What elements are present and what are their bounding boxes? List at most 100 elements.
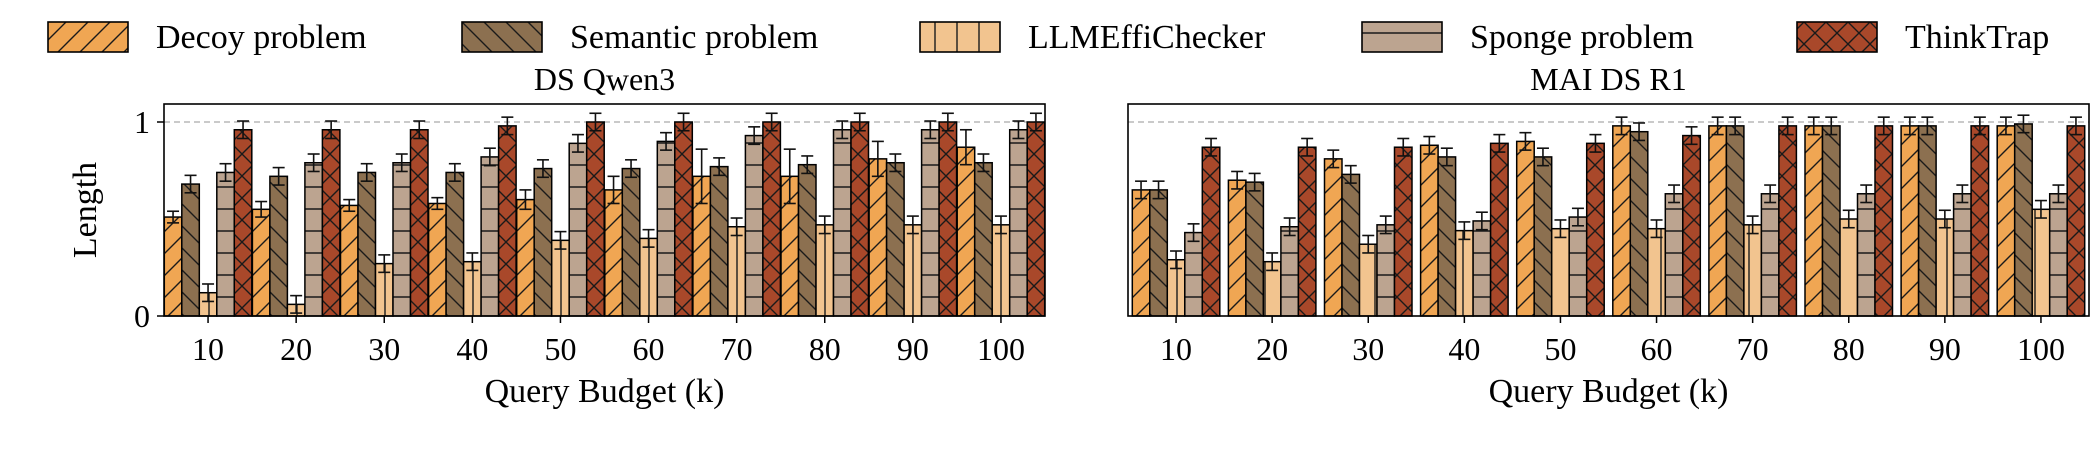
error-bar <box>431 196 444 211</box>
error-bar <box>801 155 814 175</box>
error-bar <box>2017 114 2030 134</box>
legend: Decoy problem Semantic problem LLMEffiChec… <box>47 19 2049 56</box>
bar-semantic-problem-80 <box>797 163 817 317</box>
error-bar <box>1205 137 1218 157</box>
legend-label: LLMEffiChecker <box>1028 19 1266 56</box>
error-bar <box>660 131 673 151</box>
bar-llmeffichecker-30 <box>1358 243 1378 317</box>
error-bar <box>1781 116 1794 136</box>
bar-decoy-problem-90 <box>1900 125 1920 317</box>
bar-semantic-problem-90 <box>885 161 905 317</box>
x-tick-label: 30 <box>1352 331 1384 367</box>
bar-thinktrap-80 <box>850 121 870 317</box>
bar-thinktrap-20 <box>321 129 341 317</box>
error-bar <box>1231 170 1244 190</box>
bar-decoy-problem-20 <box>1227 179 1247 317</box>
error-bar <box>1458 221 1471 241</box>
bar-semantic-problem-20 <box>269 175 289 317</box>
x-tick-label: 70 <box>721 331 753 367</box>
bar-semantic-problem-30 <box>1341 173 1361 317</box>
bar-sponge-problem-70 <box>1760 193 1780 317</box>
bar-semantic-problem-20 <box>1245 181 1265 317</box>
bar-thinktrap-70 <box>1778 125 1798 317</box>
legend-label: ThinkTrap <box>1905 19 2049 56</box>
bar-semantic-problem-100 <box>973 161 993 317</box>
plot-frame <box>163 103 1046 317</box>
error-bar <box>1589 133 1602 153</box>
error-bar <box>1633 122 1646 142</box>
legend-item-llmeffichecker: LLMEffiChecker <box>919 19 1266 56</box>
error-bar <box>1327 149 1340 169</box>
error-bar <box>836 120 849 140</box>
panel-title: MAI DS R1 <box>1530 61 1686 97</box>
error-bar <box>554 230 567 250</box>
plot-frame <box>1127 103 2090 317</box>
bar-sponge-problem-10 <box>1184 231 1204 317</box>
bar-sponge-problem-20 <box>304 161 324 317</box>
error-bar <box>290 294 303 314</box>
error-bar <box>1283 217 1296 237</box>
error-bar <box>501 116 514 136</box>
bar-semantic-problem-50 <box>1533 156 1553 317</box>
legend-label: Sponge problem <box>1470 19 1694 56</box>
legend-swatch <box>1796 21 1878 53</box>
bar-thinktrap-90 <box>1970 125 1990 317</box>
error-bar <box>307 153 320 173</box>
error-bar <box>1423 135 1436 155</box>
error-bar <box>818 215 831 235</box>
bar-decoy-problem-40 <box>427 202 447 317</box>
bar-thinktrap-80 <box>1874 125 1894 317</box>
bar-llmeffichecker-50 <box>550 239 570 317</box>
error-bar <box>1877 116 1890 136</box>
error-bar <box>1860 184 1873 204</box>
bar-sponge-problem-100 <box>2048 193 2068 317</box>
x-axis-label: Query Budget (k) <box>485 373 725 410</box>
x-tick-label: 80 <box>809 331 841 367</box>
error-bar <box>184 174 197 194</box>
bar-sponge-problem-80 <box>1856 193 1876 317</box>
bar-sponge-problem-30 <box>392 161 412 317</box>
error-bar <box>1012 120 1025 140</box>
error-bar <box>202 283 215 303</box>
bar-sponge-problem-90 <box>920 129 940 317</box>
error-bar <box>1711 116 1724 136</box>
error-bar <box>1029 112 1042 132</box>
error-bar <box>783 148 796 205</box>
error-bar <box>871 140 884 178</box>
bar-llmeffichecker-90 <box>903 224 923 317</box>
error-bar <box>1362 234 1375 254</box>
bar-thinktrap-50 <box>1585 142 1605 317</box>
bar-decoy-problem-10 <box>163 216 183 317</box>
bar-semantic-problem-60 <box>1629 130 1649 317</box>
error-bar <box>1764 184 1777 204</box>
x-tick-label: 10 <box>192 331 224 367</box>
error-bar <box>730 217 743 237</box>
bar-sponge-problem-80 <box>832 129 852 317</box>
x-tick-label: 30 <box>368 331 400 367</box>
bar-thinktrap-40 <box>1489 142 1509 317</box>
error-bar <box>853 112 866 132</box>
legend-item-semantic-problem: Semantic problem <box>461 19 818 56</box>
legend-swatch <box>47 21 129 53</box>
error-bar <box>1379 215 1392 235</box>
error-bar <box>1973 116 1986 136</box>
bar-llmeffichecker-70 <box>727 226 747 317</box>
bar-semantic-problem-10 <box>1149 189 1169 317</box>
error-bar <box>1554 219 1567 239</box>
bar-sponge-problem-10 <box>216 171 236 317</box>
bar-sponge-problem-20 <box>1280 226 1300 317</box>
error-bar <box>1301 137 1314 157</box>
bar-semantic-problem-80 <box>1821 125 1841 317</box>
error-bar <box>395 153 408 173</box>
y-tick-label: 0 <box>134 298 150 334</box>
bar-thinktrap-10 <box>233 129 253 317</box>
error-bar <box>906 215 919 235</box>
bar-semantic-problem-100 <box>2013 123 2033 317</box>
error-bar <box>1266 252 1279 272</box>
error-bar <box>589 112 602 132</box>
bar-semantic-problem-50 <box>533 167 553 317</box>
error-bar <box>1397 137 1410 157</box>
bar-llmeffichecker-80 <box>1839 218 1859 317</box>
error-bar <box>977 153 990 173</box>
